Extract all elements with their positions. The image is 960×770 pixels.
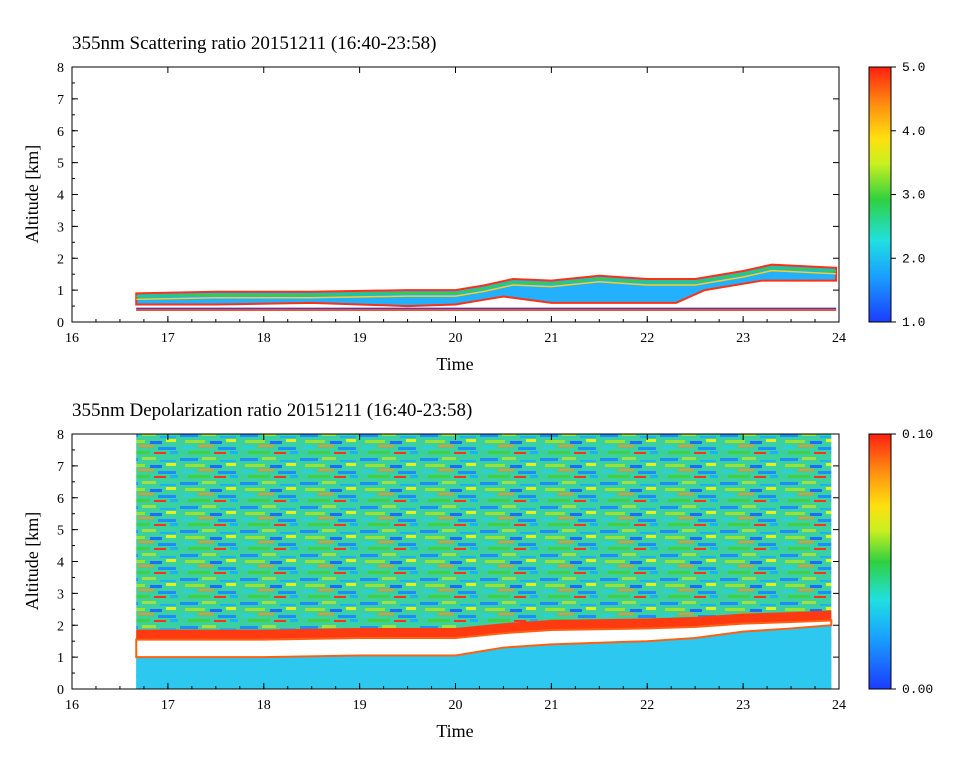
chart-title: 355nm Depolarization ratio 20151211 (16:… bbox=[72, 400, 472, 421]
y-tick-label: 8 bbox=[57, 428, 64, 443]
colorbar-tick-label: 1.0 bbox=[902, 315, 925, 330]
y-tick-label: 6 bbox=[57, 125, 64, 140]
x-tick-label: 24 bbox=[832, 698, 846, 713]
x-tick-label: 22 bbox=[640, 331, 654, 346]
x-tick-label: 17 bbox=[161, 331, 175, 346]
colorbar: 0.00 0.10 bbox=[868, 427, 933, 697]
x-tick-label: 19 bbox=[353, 331, 367, 346]
y-tick-label: 7 bbox=[57, 93, 64, 108]
x-tick-label: 18 bbox=[257, 698, 271, 713]
colorbar-tick-label: 4.0 bbox=[902, 124, 925, 139]
colorbar-tick-label: 5.0 bbox=[902, 60, 925, 75]
x-tick-label: 24 bbox=[832, 331, 846, 346]
y-tick-label: 3 bbox=[57, 220, 64, 235]
colorbar-gradient bbox=[868, 66, 892, 323]
colorbar-tick-label: 0.00 bbox=[902, 682, 933, 697]
y-tick-label: 2 bbox=[57, 619, 64, 634]
y-tick-label: 8 bbox=[57, 61, 64, 76]
plot-area bbox=[135, 434, 833, 689]
depolarization-ratio-panel: 355nm Depolarization ratio 20151211 (16:… bbox=[22, 400, 933, 741]
y-tick-label: 1 bbox=[57, 651, 64, 666]
cloud-top-contour bbox=[136, 266, 837, 298]
y-tick-label: 1 bbox=[57, 284, 64, 299]
y-tick-label: 2 bbox=[57, 252, 64, 267]
y-tick-label: 3 bbox=[57, 587, 64, 602]
x-tick-label: 17 bbox=[161, 698, 175, 713]
colorbar-ticks: 1.0 2.0 3.0 4.0 5.0 bbox=[891, 60, 925, 330]
y-tick-label: 4 bbox=[57, 556, 64, 571]
x-axis-label: Time bbox=[436, 354, 473, 374]
cloud-gap bbox=[135, 619, 833, 659]
y-axis-label: Altitude [km] bbox=[22, 145, 42, 243]
x-tick-label: 19 bbox=[353, 698, 367, 713]
y-tick-label: 7 bbox=[57, 460, 64, 475]
colorbar-gradient bbox=[868, 433, 892, 690]
y-tick-label: 4 bbox=[57, 189, 64, 204]
plot-area bbox=[135, 263, 838, 311]
x-tick-label: 20 bbox=[449, 331, 463, 346]
x-tick-label: 20 bbox=[449, 698, 463, 713]
scattering-ratio-panel: 355nm Scattering ratio 20151211 (16:40-2… bbox=[22, 33, 925, 374]
y-tick-label: 5 bbox=[57, 524, 64, 539]
x-tick-label: 18 bbox=[257, 331, 271, 346]
x-axis-label: Time bbox=[436, 721, 473, 741]
x-tick-label: 16 bbox=[65, 698, 79, 713]
cloud-base-high-depol bbox=[136, 610, 832, 640]
colorbar-tick-label: 0.10 bbox=[902, 427, 933, 442]
x-tick-label: 21 bbox=[544, 331, 558, 346]
y-tick-label: 0 bbox=[57, 683, 64, 698]
chart-title: 355nm Scattering ratio 20151211 (16:40-2… bbox=[72, 33, 436, 54]
colorbar-tick-label: 2.0 bbox=[902, 251, 925, 266]
y-tick-label: 6 bbox=[57, 492, 64, 507]
x-tick-label: 23 bbox=[736, 698, 750, 713]
colorbar-ticks: 0.00 0.10 bbox=[891, 427, 933, 697]
cloud-top-contour bbox=[136, 269, 837, 301]
x-tick-label: 23 bbox=[736, 331, 750, 346]
y-tick-label: 0 bbox=[57, 316, 64, 331]
x-tick-label: 22 bbox=[640, 698, 654, 713]
x-tick-label: 16 bbox=[65, 331, 79, 346]
colorbar-tick-label: 3.0 bbox=[902, 188, 925, 203]
y-tick-label: 5 bbox=[57, 157, 64, 172]
colorbar: 1.0 2.0 3.0 4.0 5.0 bbox=[868, 60, 925, 330]
cloud-layer bbox=[135, 263, 838, 308]
x-tick-label: 21 bbox=[544, 698, 558, 713]
y-axis-label: Altitude [km] bbox=[22, 512, 42, 610]
